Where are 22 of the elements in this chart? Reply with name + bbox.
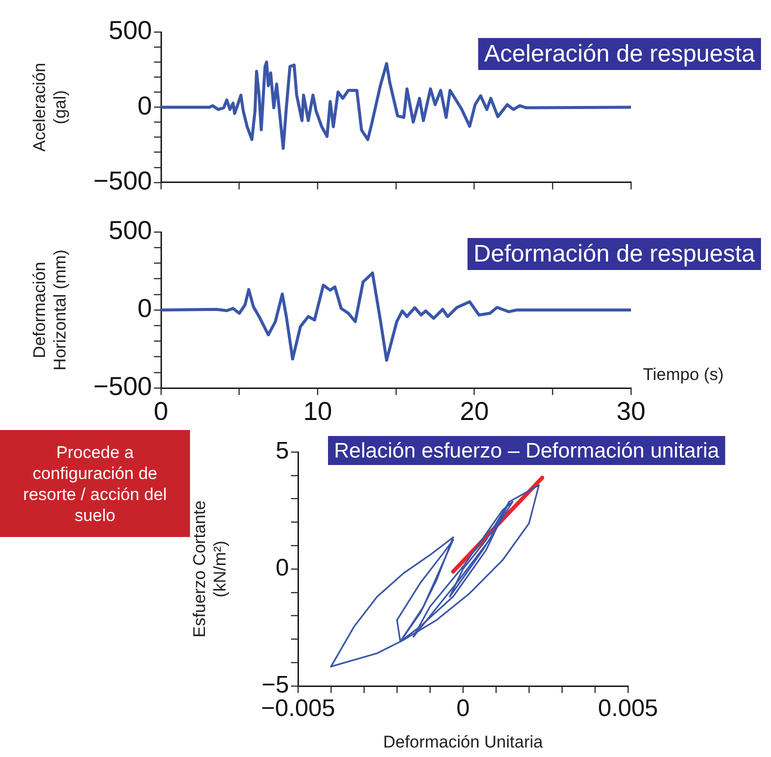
y-tick-label: −500 bbox=[93, 166, 152, 196]
chart-title: Deformación de respuesta bbox=[474, 240, 756, 268]
y-axis-title: Esfuerzo Cortante (kN/m²) bbox=[190, 500, 230, 638]
y-tick-label: 0 bbox=[138, 90, 152, 120]
y-axis-title: Aceleración (gal) bbox=[30, 62, 70, 152]
x-tick-label: 20 bbox=[460, 396, 489, 426]
x-axis-title: Deformación Unitaria bbox=[383, 732, 544, 752]
x-axis-title: Tiempo (s) bbox=[643, 365, 724, 384]
x-tick-label: 30 bbox=[616, 396, 646, 426]
y-tick-label: 0 bbox=[276, 554, 289, 582]
x-tick-label: 0.005 bbox=[598, 695, 658, 722]
y-tick-label: 500 bbox=[108, 15, 152, 46]
y-tick-label: 500 bbox=[108, 215, 152, 246]
y-tick-label: −500 bbox=[93, 371, 152, 402]
x-tick-label: 0 bbox=[456, 695, 470, 722]
y-axis-title: Deformación Horizontal (mm) bbox=[30, 250, 70, 370]
text: Procede a configuración de resorte / acción del suelo bbox=[0, 430, 190, 537]
y-tick-label: 5 bbox=[276, 438, 289, 465]
x-tick-label: 10 bbox=[303, 396, 332, 426]
chart-title: Aceleración de respuesta bbox=[484, 40, 756, 68]
y-tick-label: 0 bbox=[138, 293, 152, 324]
chart-title: Relación esfuerzo – Deformación unitaria bbox=[334, 439, 720, 462]
